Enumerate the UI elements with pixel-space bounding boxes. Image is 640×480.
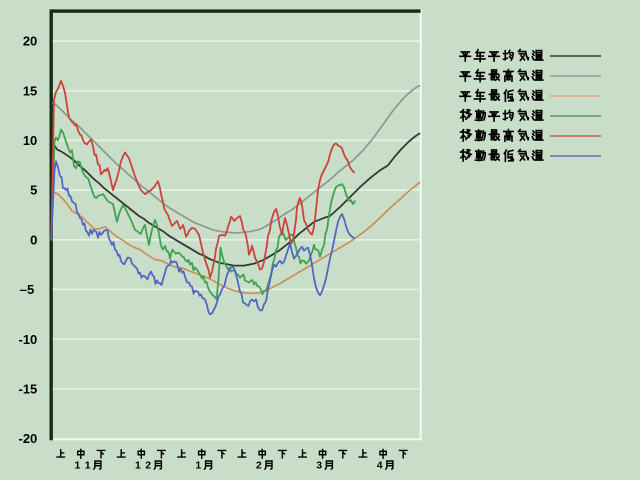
svg-text:4: 4 — [377, 460, 383, 472]
svg-text:5: 5 — [30, 183, 37, 198]
svg-text:2: 2 — [145, 460, 151, 472]
svg-text:-10: -10 — [19, 332, 38, 347]
svg-text:10: 10 — [23, 133, 37, 148]
svg-text:1: 1 — [195, 460, 201, 472]
svg-text:-20: -20 — [19, 431, 38, 446]
svg-text:3: 3 — [316, 460, 322, 472]
svg-text:15: 15 — [23, 83, 37, 98]
svg-text:1: 1 — [135, 460, 141, 472]
svg-text:20: 20 — [23, 34, 37, 49]
svg-text:1: 1 — [85, 460, 91, 472]
svg-text:1: 1 — [74, 460, 80, 472]
svg-text:0: 0 — [30, 232, 37, 247]
svg-text:-15: -15 — [19, 381, 38, 396]
svg-text:2: 2 — [256, 460, 262, 472]
svg-text:–5: –5 — [20, 282, 34, 297]
